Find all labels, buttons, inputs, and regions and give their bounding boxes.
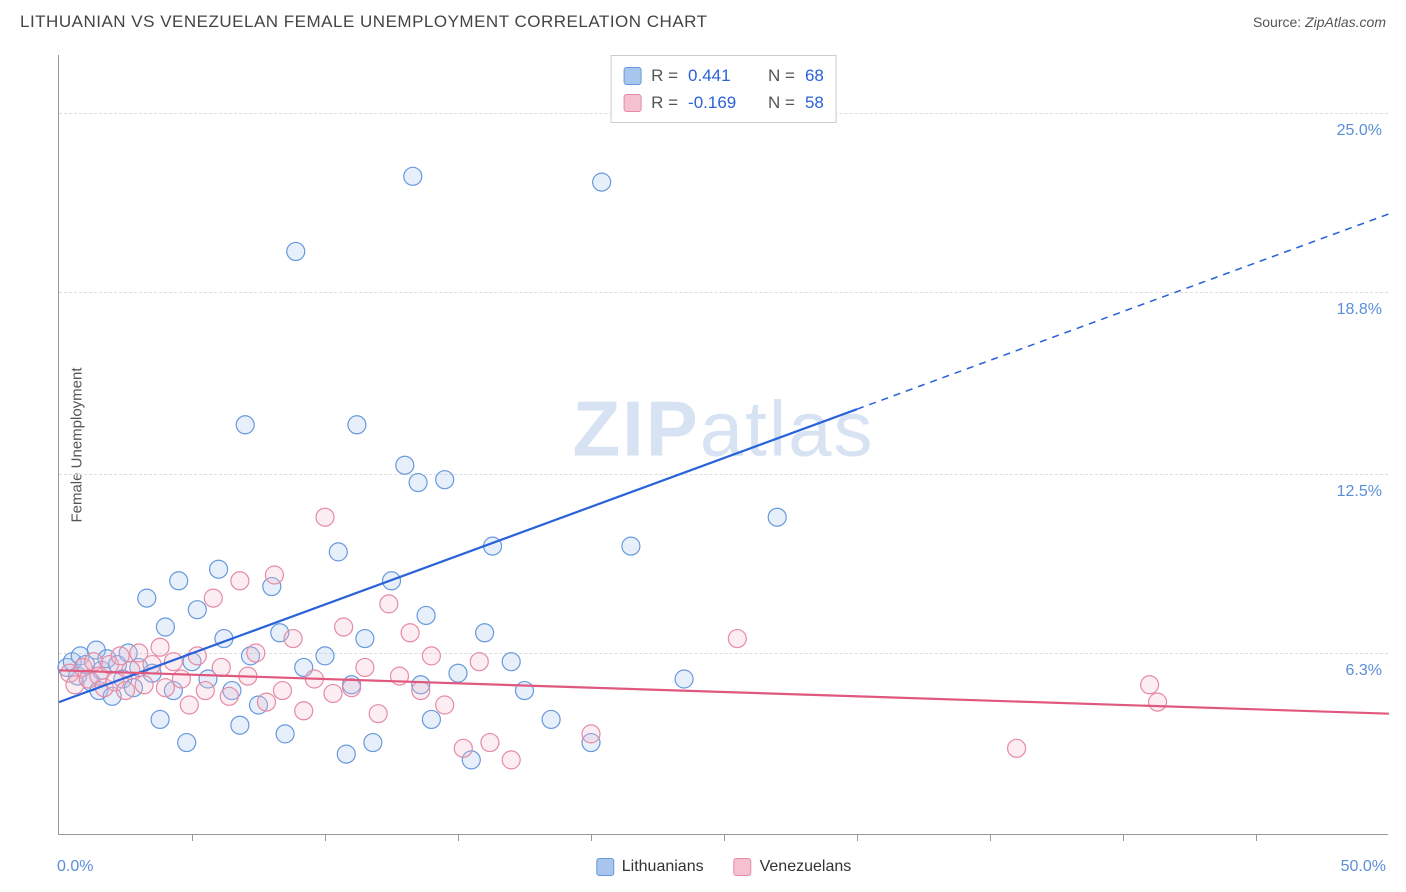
scatter-point xyxy=(454,739,472,757)
x-tick xyxy=(724,834,725,841)
legend-item-venezuelans: Venezuelans xyxy=(734,858,852,876)
trend-line xyxy=(59,409,857,702)
scatter-point xyxy=(1141,676,1159,694)
x-tick xyxy=(1123,834,1124,841)
scatter-point xyxy=(180,696,198,714)
scatter-point xyxy=(295,702,313,720)
scatter-point xyxy=(287,242,305,260)
scatter-point xyxy=(436,696,454,714)
swatch-icon xyxy=(734,858,752,876)
swatch-icon xyxy=(623,94,641,112)
scatter-point xyxy=(276,725,294,743)
scatter-point xyxy=(156,618,174,636)
scatter-point xyxy=(135,676,153,694)
source-label: Source: ZipAtlas.com xyxy=(1253,14,1386,30)
scatter-point xyxy=(231,572,249,590)
scatter-point xyxy=(593,173,611,191)
scatter-point xyxy=(247,644,265,662)
swatch-icon xyxy=(623,67,641,85)
scatter-point xyxy=(422,710,440,728)
scatter-point xyxy=(542,710,560,728)
x-axis-max-label: 50.0% xyxy=(1341,858,1386,876)
scatter-point xyxy=(502,653,520,671)
scatter-point xyxy=(380,595,398,613)
scatter-point xyxy=(329,543,347,561)
scatter-point xyxy=(335,618,353,636)
scatter-point xyxy=(502,751,520,769)
scatter-point xyxy=(151,710,169,728)
scatter-point xyxy=(369,705,387,723)
scatter-point xyxy=(412,682,430,700)
trend-line-extrapolated xyxy=(857,214,1389,409)
scatter-point xyxy=(728,630,746,648)
scatter-point xyxy=(210,560,228,578)
scatter-point xyxy=(236,416,254,434)
scatter-point xyxy=(436,471,454,489)
stat-row-venezuelans: R = -0.169 N = 58 xyxy=(623,89,824,116)
scatter-point xyxy=(117,682,135,700)
scatter-point xyxy=(422,647,440,665)
swatch-icon xyxy=(596,858,614,876)
scatter-point xyxy=(257,693,275,711)
scatter-point xyxy=(476,624,494,642)
x-tick xyxy=(1256,834,1257,841)
scatter-point xyxy=(284,630,302,648)
x-tick xyxy=(990,834,991,841)
x-tick xyxy=(192,834,193,841)
scatter-point xyxy=(170,572,188,590)
x-axis-min-label: 0.0% xyxy=(57,858,93,876)
scatter-point xyxy=(1008,739,1026,757)
scatter-point xyxy=(212,658,230,676)
scatter-point xyxy=(324,684,342,702)
scatter-plot-svg xyxy=(59,55,1388,834)
scatter-point xyxy=(316,508,334,526)
stat-legend: R = 0.441 N = 68 R = -0.169 N = 58 xyxy=(610,55,837,123)
scatter-point xyxy=(356,630,374,648)
scatter-point xyxy=(364,734,382,752)
scatter-point xyxy=(156,679,174,697)
page-title: LITHUANIAN VS VENEZUELAN FEMALE UNEMPLOY… xyxy=(20,12,708,32)
scatter-point xyxy=(409,474,427,492)
scatter-point xyxy=(348,416,366,434)
scatter-point xyxy=(404,167,422,185)
scatter-point xyxy=(220,687,238,705)
scatter-point xyxy=(231,716,249,734)
scatter-point xyxy=(417,606,435,624)
scatter-point xyxy=(273,682,291,700)
series-legend: Lithuanians Venezuelans xyxy=(596,858,851,876)
scatter-point xyxy=(481,734,499,752)
scatter-point xyxy=(178,734,196,752)
scatter-point xyxy=(343,679,361,697)
scatter-point xyxy=(396,456,414,474)
scatter-point xyxy=(172,670,190,688)
scatter-point xyxy=(265,566,283,584)
legend-item-lithuanians: Lithuanians xyxy=(596,858,704,876)
x-tick xyxy=(857,834,858,841)
scatter-point xyxy=(470,653,488,671)
x-tick xyxy=(458,834,459,841)
scatter-point xyxy=(337,745,355,763)
scatter-point xyxy=(582,725,600,743)
scatter-point xyxy=(196,682,214,700)
scatter-point xyxy=(138,589,156,607)
scatter-point xyxy=(768,508,786,526)
scatter-point xyxy=(449,664,467,682)
scatter-point xyxy=(1149,693,1167,711)
scatter-point xyxy=(188,601,206,619)
scatter-point xyxy=(356,658,374,676)
x-tick xyxy=(325,834,326,841)
scatter-point xyxy=(151,638,169,656)
scatter-point xyxy=(401,624,419,642)
x-tick xyxy=(591,834,592,841)
correlation-chart: Female Unemployment ZIPatlas 6.3%12.5%18… xyxy=(58,55,1388,835)
stat-row-lithuanians: R = 0.441 N = 68 xyxy=(623,62,824,89)
scatter-point xyxy=(675,670,693,688)
scatter-point xyxy=(204,589,222,607)
scatter-point xyxy=(622,537,640,555)
scatter-point xyxy=(316,647,334,665)
